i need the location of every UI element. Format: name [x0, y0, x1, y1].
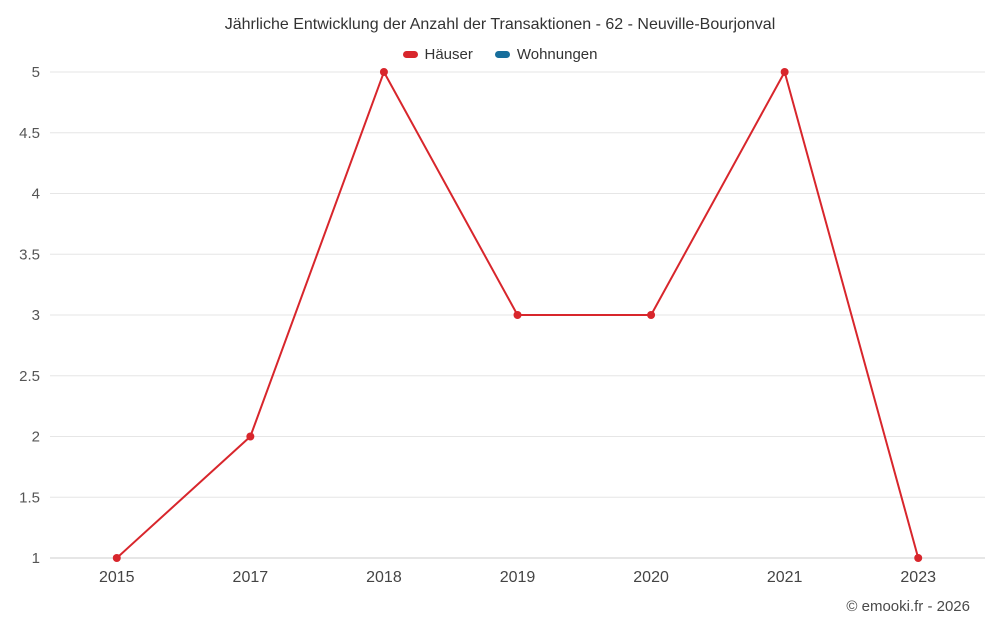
legend: Häuser Wohnungen [0, 46, 1000, 63]
legend-marker [494, 51, 510, 58]
legend-label: Wohnungen [516, 46, 598, 63]
legend-item-häuser[interactable]: Häuser [402, 46, 473, 63]
y-axis-tick-label: 5 [32, 64, 40, 81]
data-point-häuser[interactable] [513, 311, 522, 319]
legend-marker [402, 51, 418, 58]
footer-credit: © emooki.fr - 2026 [846, 598, 970, 615]
data-point-häuser[interactable] [246, 432, 255, 441]
y-axis-tick-label: 3.5 [19, 246, 40, 263]
x-axis-tick-label: 2017 [233, 569, 269, 586]
y-axis-tick-label: 2 [32, 429, 40, 446]
data-point-häuser[interactable] [647, 311, 656, 319]
x-axis-tick-label: 2020 [633, 569, 669, 586]
x-axis-tick-label: 2018 [366, 569, 402, 586]
x-axis-tick-label: 2019 [500, 569, 536, 586]
x-axis-tick-label: 2021 [767, 569, 803, 586]
y-axis-tick-label: 4.5 [19, 125, 40, 142]
y-axis-tick-label: 1 [32, 550, 40, 567]
data-point-häuser[interactable] [112, 554, 121, 562]
data-point-häuser[interactable] [914, 554, 923, 562]
legend-label: Häuser [424, 46, 473, 63]
y-axis-tick-label: 2.5 [19, 368, 40, 385]
data-point-häuser[interactable] [780, 68, 789, 76]
legend-item-wohnungen[interactable]: Wohnungen [494, 46, 598, 63]
data-point-häuser[interactable] [379, 68, 388, 76]
chart-title: Jährliche Entwicklung der Anzahl der Tra… [224, 16, 776, 33]
y-axis-tick-label: 1.5 [19, 489, 40, 506]
y-axis-tick-label: 3 [32, 307, 40, 324]
x-axis-tick-label: 2023 [900, 569, 936, 586]
x-axis-tick-label: 2015 [99, 569, 135, 586]
y-axis-tick-label: 4 [32, 186, 40, 203]
